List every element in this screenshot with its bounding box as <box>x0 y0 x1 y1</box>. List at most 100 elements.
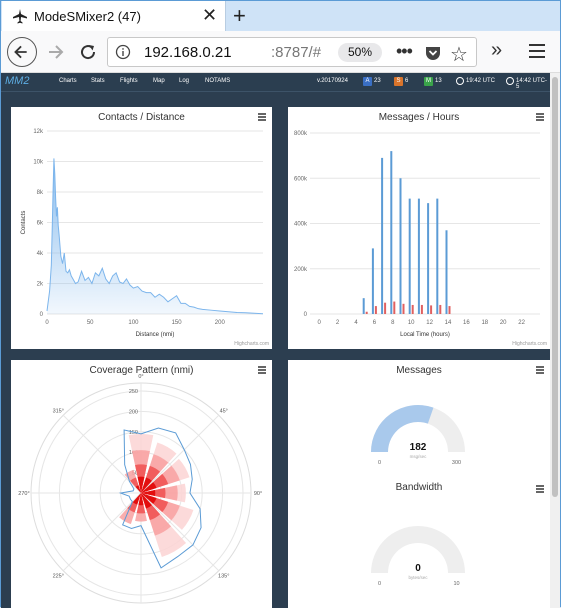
x-tick-label: 10 <box>408 320 415 326</box>
x-tick-label: 12 <box>426 320 433 326</box>
new-tab-icon[interactable]: + <box>233 3 246 28</box>
reload-icon[interactable] <box>73 37 103 67</box>
y-tick-label: 6k <box>37 221 44 227</box>
back-icon[interactable] <box>7 37 37 67</box>
x-tick-label: 2 <box>336 320 340 326</box>
x-tick-label: 0 <box>318 320 322 326</box>
forward-icon[interactable] <box>41 37 71 67</box>
gauge-fill <box>371 405 434 452</box>
menu-charts[interactable]: Charts <box>59 78 77 84</box>
chart-menu-icon[interactable] <box>536 366 544 375</box>
app-logo[interactable]: MM2 <box>5 75 30 87</box>
bar <box>411 304 414 314</box>
chart-menu-icon[interactable] <box>536 113 544 122</box>
y-tick-label: 600k <box>294 176 308 182</box>
gauge-max-label: 10 <box>453 581 459 587</box>
url-bar[interactable]: 192.168.0.21 :8787/# 50% ••• ☆ <box>107 37 477 67</box>
bookmark-star-icon[interactable]: ☆ <box>450 44 468 66</box>
chart-menu-icon[interactable] <box>258 113 266 122</box>
zoom-level-button[interactable]: 50% <box>338 43 382 62</box>
y-tick-label: 4k <box>37 251 44 257</box>
bar <box>417 198 420 314</box>
polar-spoke <box>140 414 220 494</box>
x-tick-label: 6 <box>373 320 377 326</box>
badge-m-count: 13 <box>435 78 442 84</box>
pocket-icon[interactable] <box>424 44 442 62</box>
radial-tick-label: 50 <box>132 471 138 477</box>
local-time: 14:42 UTC-5 <box>516 78 548 90</box>
gauge-track <box>371 526 465 573</box>
highcharts-credit[interactable]: Highcharts.com <box>512 341 547 347</box>
menu-log[interactable]: Log <box>179 78 190 84</box>
version-label: v.20170924 <box>317 78 348 84</box>
y-tick-label: 0 <box>40 312 44 318</box>
x-tick-label: 150 <box>172 320 183 326</box>
menu-stats[interactable]: Stats <box>91 78 105 84</box>
coverage-sector <box>141 490 156 496</box>
polar-spoke <box>62 414 142 494</box>
clock-icon <box>456 77 464 85</box>
info-icon[interactable] <box>115 44 131 60</box>
scrollbar-thumb[interactable] <box>552 77 558 497</box>
modesmixer-page: MM2 Charts Stats Flights Map Log NOTAMS … <box>1 73 550 608</box>
angle-label: 225° <box>53 574 64 580</box>
x-tick-label: 20 <box>500 320 507 326</box>
angle-label: 0° <box>138 374 143 380</box>
x-tick-label: 200 <box>215 320 226 326</box>
radial-tick-label: 200 <box>129 409 138 415</box>
x-tick-label: 22 <box>518 320 525 326</box>
airplane-icon <box>13 9 27 24</box>
y-tick-label: 400k <box>294 222 308 228</box>
bar <box>420 304 423 314</box>
menu-flights[interactable]: Flights <box>120 78 138 84</box>
tab-strip: ModeSMixer2 (47) ✕ + <box>1 1 560 31</box>
overflow-menu-icon[interactable]: » <box>491 39 503 61</box>
polar-spoke <box>140 492 220 572</box>
bar <box>365 311 368 314</box>
gauge-value: 0 <box>415 563 421 574</box>
x-tick-label: 8 <box>391 320 395 326</box>
tab-title: ModeSMixer2 (47) <box>34 9 141 24</box>
tab-modesmixer[interactable]: ModeSMixer2 (47) ✕ <box>2 1 226 31</box>
messages-hours-chart: 0 200k 400k 600k 800k 0 2 4 6 8 10 12 14 16 18 20 22 Loca… <box>294 131 540 338</box>
menu-notams[interactable]: NOTAMS <box>205 78 231 84</box>
y-tick-label: 10k <box>33 160 44 166</box>
close-tab-icon[interactable]: ✕ <box>202 5 218 25</box>
angle-label: 270° <box>18 491 29 497</box>
x-tick-label: 100 <box>128 320 139 326</box>
y-tick-label: 8k <box>37 190 44 196</box>
bar <box>390 151 393 314</box>
chart-menu-icon[interactable] <box>258 366 266 375</box>
app-navbar: MM2 Charts Stats Flights Map Log NOTAMS … <box>1 73 550 92</box>
x-axis-label: Local Time (hours) <box>400 332 450 338</box>
highcharts-credit[interactable]: Highcharts.com <box>234 341 269 347</box>
gauge-title-messages: Messages <box>396 365 442 376</box>
bar <box>399 178 402 314</box>
utc-time: 19:42 UTC <box>466 78 496 84</box>
coverage-outline <box>118 427 202 569</box>
bar <box>402 303 405 314</box>
bar <box>448 306 451 314</box>
bar <box>439 304 442 314</box>
hamburger-menu-icon[interactable] <box>529 44 545 62</box>
bar <box>362 298 365 314</box>
y-tick-label: 200k <box>294 267 308 273</box>
menu-map[interactable]: Map <box>153 78 165 84</box>
x-tick-label: 16 <box>463 320 470 326</box>
bar <box>393 301 396 314</box>
y-axis-label: Contacts <box>21 211 27 235</box>
page-actions-icon[interactable]: ••• <box>396 41 413 61</box>
bar <box>427 203 430 314</box>
x-tick-label: 50 <box>87 320 94 326</box>
coverage-sector <box>141 493 152 509</box>
gauge-min-label: 0 <box>378 581 381 587</box>
badge-s: S <box>394 77 403 86</box>
x-tick-label: 4 <box>354 320 358 326</box>
gauge-value: 182 <box>410 442 427 453</box>
coverage-sector <box>137 476 145 493</box>
chart-menu-icon[interactable] <box>536 485 544 494</box>
x-tick-label: 14 <box>445 320 452 326</box>
page-scrollbar[interactable] <box>550 73 560 608</box>
url-host: 192.168.0.21 <box>144 44 232 61</box>
